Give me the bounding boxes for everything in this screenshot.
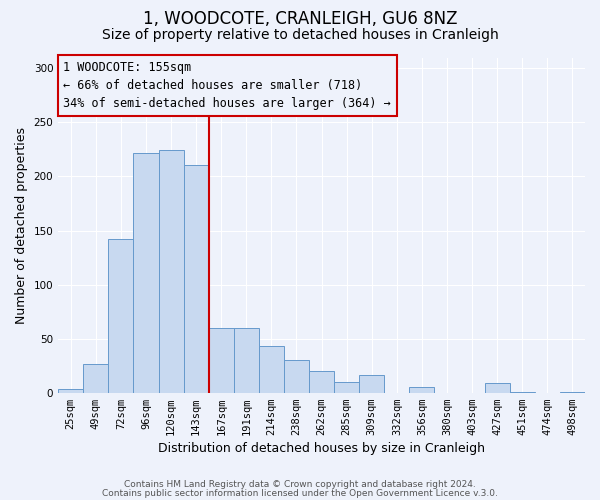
Bar: [234, 328, 259, 392]
Bar: [409, 388, 434, 392]
Bar: [58, 390, 83, 392]
Text: Contains HM Land Registry data © Crown copyright and database right 2024.: Contains HM Land Registry data © Crown c…: [124, 480, 476, 489]
Bar: [334, 382, 359, 392]
Bar: [485, 383, 510, 392]
Bar: [359, 376, 385, 392]
Text: Contains public sector information licensed under the Open Government Licence v.: Contains public sector information licen…: [102, 488, 498, 498]
Bar: [83, 364, 109, 392]
Bar: [309, 371, 334, 392]
Text: Size of property relative to detached houses in Cranleigh: Size of property relative to detached ho…: [101, 28, 499, 42]
Y-axis label: Number of detached properties: Number of detached properties: [15, 126, 28, 324]
Bar: [259, 346, 284, 393]
Bar: [184, 164, 209, 392]
Bar: [158, 150, 184, 392]
Bar: [133, 152, 158, 392]
Text: 1 WOODCOTE: 155sqm
← 66% of detached houses are smaller (718)
34% of semi-detach: 1 WOODCOTE: 155sqm ← 66% of detached hou…: [64, 61, 391, 110]
Text: 1, WOODCOTE, CRANLEIGH, GU6 8NZ: 1, WOODCOTE, CRANLEIGH, GU6 8NZ: [143, 10, 457, 28]
Bar: [284, 360, 309, 392]
Bar: [209, 328, 234, 392]
Bar: [109, 239, 133, 392]
X-axis label: Distribution of detached houses by size in Cranleigh: Distribution of detached houses by size …: [158, 442, 485, 455]
